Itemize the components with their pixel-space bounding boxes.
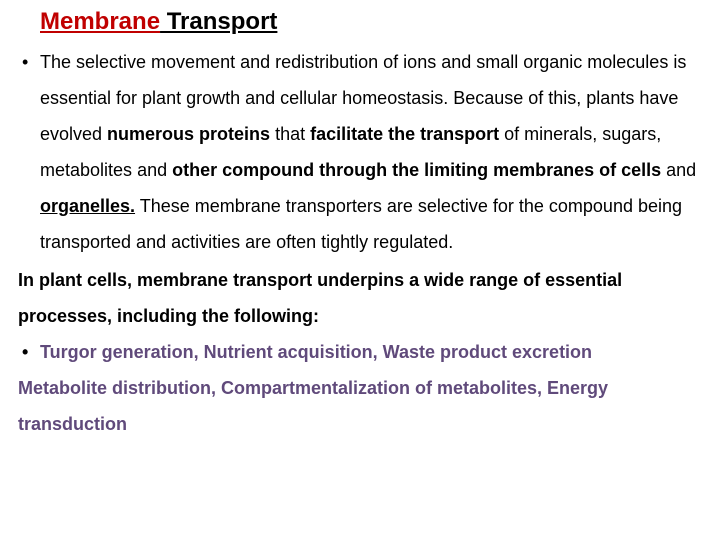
bullet-item-2: Turgor generation, Nutrient acquisition,… (18, 334, 702, 370)
purple-bullet-list: Turgor generation, Nutrient acquisition,… (18, 334, 702, 370)
b1-b1: numerous proteins (107, 124, 270, 144)
b1-b2: facilitate the transport (310, 124, 499, 144)
b1-t6: These membrane transporters are selectiv… (40, 196, 682, 252)
b1-t5: and (661, 160, 696, 180)
main-bullet-list: The selective movement and redistributio… (18, 44, 702, 260)
b2-text: Turgor generation, Nutrient acquisition,… (40, 342, 592, 362)
title-word-1: Membrane (40, 8, 160, 35)
b1-b4: organelles. (40, 196, 135, 216)
b1-t2: that (270, 124, 310, 144)
paragraph-processes-intro: In plant cells, membrane transport under… (18, 262, 702, 334)
b1-t4: and (137, 160, 172, 180)
bullet-item-1: The selective movement and redistributio… (18, 44, 702, 260)
title-word-2: Transport (160, 8, 277, 35)
paragraph-processes-cont: Metabolite distribution, Compartmentaliz… (18, 370, 702, 442)
b1-b3: other compound through the limiting memb… (172, 160, 661, 180)
slide-title: Membrane Transport (40, 8, 702, 36)
